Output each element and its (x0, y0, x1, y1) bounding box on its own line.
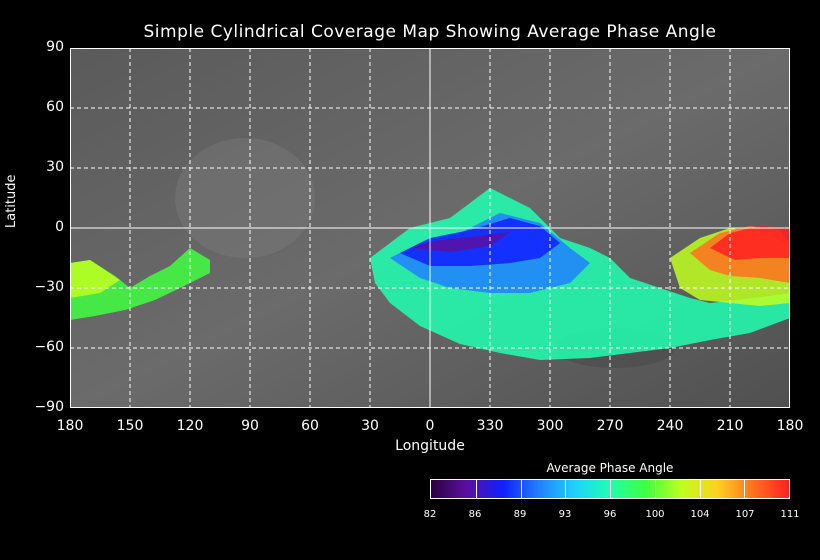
x-tick-label: 90 (241, 418, 259, 434)
basemap-feature (175, 138, 315, 258)
y-tick-label: −30 (34, 279, 64, 295)
colorbar-tick-label: 104 (690, 509, 710, 520)
y-tick-label: 0 (55, 219, 64, 235)
colorbar (430, 479, 790, 499)
x-axis-label: Longitude (395, 438, 465, 454)
coverage-swaths (70, 188, 790, 360)
colorbar-tick-label: 89 (513, 509, 527, 520)
y-axis-label: Latitude (4, 174, 19, 228)
colorbar-divider (565, 480, 567, 498)
x-tick-label: 180 (776, 418, 804, 434)
x-tick-label: 150 (116, 418, 144, 434)
colorbar-tick-label: 86 (468, 509, 482, 520)
x-tick-label: 270 (596, 418, 624, 434)
y-tick-label: −90 (34, 399, 64, 415)
colorbar-divider (654, 480, 656, 498)
y-tick-label: 30 (46, 159, 64, 175)
colorbar-divider (475, 480, 477, 498)
colorbar-divider (610, 480, 611, 498)
y-tick-label: 90 (46, 39, 64, 55)
x-tick-label: 120 (176, 418, 204, 434)
grid-lines (70, 48, 790, 408)
map-title: Simple Cylindrical Coverage Map Showing … (143, 22, 717, 42)
x-tick-label: 0 (425, 418, 435, 434)
coverage-map (70, 48, 790, 408)
map-frame (70, 48, 790, 408)
legend-title: Average Phase Angle (546, 461, 674, 475)
colorbar-divider (520, 480, 522, 498)
colorbar-tick-label: 82 (423, 509, 437, 520)
x-tick-label: 300 (536, 418, 564, 434)
x-tick-label: 180 (56, 418, 84, 434)
coverage-swath-central-violet (410, 232, 510, 252)
x-tick-label: 240 (656, 418, 684, 434)
colorbar-tick-label: 107 (735, 509, 755, 520)
y-tick-label: 60 (46, 99, 64, 115)
x-tick-label: 210 (716, 418, 744, 434)
colorbar-tick-label: 100 (645, 509, 665, 520)
colorbar-divider (744, 480, 746, 498)
y-tick-label: −60 (34, 339, 64, 355)
x-tick-label: 330 (476, 418, 504, 434)
map-svg (70, 48, 790, 408)
colorbar-tick-label: 111 (780, 509, 800, 520)
coverage-swath-left-warm (70, 260, 120, 298)
x-tick-label: 30 (361, 418, 379, 434)
colorbar-divider (699, 480, 701, 498)
colorbar-tick-label: 93 (558, 509, 572, 520)
coverage-swath-left (70, 248, 210, 320)
x-tick-label: 60 (301, 418, 319, 434)
colorbar-tick-label: 96 (603, 509, 617, 520)
